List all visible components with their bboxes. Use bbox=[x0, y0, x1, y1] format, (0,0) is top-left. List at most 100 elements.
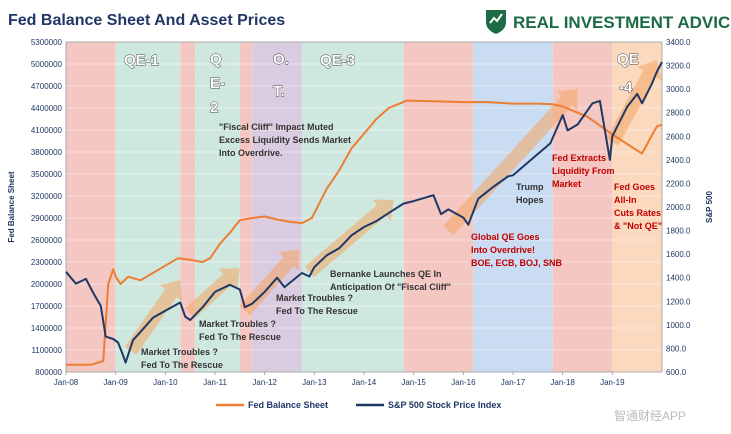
left-tick-label: 4400000 bbox=[31, 104, 63, 113]
annotation-trump-1: Trump bbox=[516, 182, 544, 192]
x-tick-label: Jan-18 bbox=[550, 378, 575, 387]
period-label-qe4-line2: -4 bbox=[619, 79, 633, 96]
annotation-global-qe-1: Global QE Goes bbox=[471, 232, 540, 242]
right-tick-label: 1000.0 bbox=[666, 321, 691, 330]
shaded-period-5 bbox=[252, 42, 302, 372]
right-tick-label: 2600.0 bbox=[666, 132, 691, 141]
shaded-period-2 bbox=[180, 42, 196, 372]
right-tick-label: 2200.0 bbox=[666, 179, 691, 188]
annotation-fiscal-cliff-1: "Fiscal Cliff" Impact Muted bbox=[219, 122, 334, 132]
right-tick-label: 3000.0 bbox=[666, 85, 691, 94]
shaded-period-0 bbox=[66, 42, 116, 372]
right-tick-label: 600.0 bbox=[666, 368, 687, 377]
annotation-bernanke-1: Bernanke Launches QE In bbox=[330, 269, 442, 279]
shaded-period-4 bbox=[239, 42, 253, 372]
real-investment-advice-logo: REAL INVESTMENT ADVICE bbox=[486, 10, 731, 34]
period-label-qe3: QE-3 bbox=[320, 52, 355, 69]
right-tick-label: 800.0 bbox=[666, 344, 687, 353]
annotation-fed-extracts-3: Market bbox=[552, 179, 581, 189]
right-tick-label: 3200.0 bbox=[666, 62, 691, 71]
annotation-market-troubles-2b: Fed To The Rescue bbox=[199, 332, 281, 342]
x-tick-label: Jan-15 bbox=[401, 378, 426, 387]
legend-fed-label: Fed Balance Sheet bbox=[248, 400, 328, 410]
period-label-qe1: QE-1 bbox=[124, 52, 159, 69]
right-axis-ticks: 600.0 800.0 1000.0 1200.0 1400.0 1600.0 1800.0… bbox=[666, 38, 691, 377]
left-tick-label: 800000 bbox=[35, 368, 62, 377]
right-tick-label: 3400.0 bbox=[666, 38, 691, 47]
right-tick-label: 2400.0 bbox=[666, 156, 691, 165]
annotations-dark: "Fiscal Cliff" Impact Muted Excess Liqui… bbox=[141, 122, 544, 370]
shaded-period-3 bbox=[195, 42, 240, 372]
annotation-fiscal-cliff-3: Into Overdrive. bbox=[219, 148, 283, 158]
left-tick-label: 4700000 bbox=[31, 82, 63, 91]
annotation-fed-goes-4: & "Not QE" bbox=[614, 221, 662, 231]
x-tick-label: Jan-17 bbox=[501, 378, 526, 387]
shaded-period-8 bbox=[473, 42, 553, 372]
legend-spx-label: S&P 500 Stock Price Index bbox=[388, 400, 501, 410]
annotation-fiscal-cliff-2: Excess Liquidity Sends Market bbox=[219, 135, 351, 145]
trend-arrow-4 bbox=[443, 89, 578, 236]
left-tick-label: 3200000 bbox=[31, 192, 63, 201]
period-label-qe4-line1: QE bbox=[617, 51, 639, 68]
period-label-ot-line2: T. bbox=[273, 83, 285, 100]
right-tick-label: 1600.0 bbox=[666, 250, 691, 259]
left-tick-label: 5300000 bbox=[31, 38, 63, 47]
right-tick-label: 1400.0 bbox=[666, 274, 691, 283]
period-label-ot-line1: O. bbox=[273, 51, 289, 68]
period-labels: QE-1 Q E- 2 O. T. QE-3 QE -4 bbox=[124, 51, 640, 117]
annotation-fed-goes-1: Fed Goes bbox=[614, 182, 655, 192]
left-tick-label: 4100000 bbox=[31, 126, 63, 135]
annotation-fed-extracts-2: Liquidity From bbox=[552, 166, 615, 176]
right-tick-label: 2800.0 bbox=[666, 109, 691, 118]
x-tick-label: Jan-14 bbox=[352, 378, 377, 387]
trend-arrow-5 bbox=[606, 59, 662, 146]
chart-title: Fed Balance Sheet And Asset Prices bbox=[8, 12, 285, 29]
annotation-global-qe-2: Into Overdrive! bbox=[471, 245, 535, 255]
left-axis-label: Fed Balance Sheet bbox=[7, 171, 16, 242]
right-tick-label: 2000.0 bbox=[666, 203, 691, 212]
left-tick-label: 2300000 bbox=[31, 258, 63, 267]
left-tick-label: 3500000 bbox=[31, 170, 63, 179]
left-tick-label: 3800000 bbox=[31, 148, 63, 157]
left-tick-label: 2900000 bbox=[31, 214, 63, 223]
x-tick-label: Jan-11 bbox=[203, 378, 227, 387]
x-tick-label: Jan-09 bbox=[103, 378, 128, 387]
left-tick-label: 2000000 bbox=[31, 280, 63, 289]
left-axis-ticks: 800000 1100000 1400000 1700000 2000000 230000… bbox=[31, 38, 63, 377]
left-tick-label: 2600000 bbox=[31, 236, 63, 245]
annotation-market-troubles-1a: Market Troubles ? bbox=[141, 347, 218, 357]
x-tick-label: Jan-16 bbox=[451, 378, 476, 387]
period-label-qe2-line1: Q bbox=[210, 51, 222, 68]
period-label-qe2-line2: E- bbox=[210, 75, 225, 92]
x-axis-ticks: Jan-08 Jan-09 Jan-10 Jan-11 Jan-12 Jan-13 Jan-… bbox=[54, 372, 625, 387]
annotation-market-troubles-3a: Market Troubles ? bbox=[276, 293, 353, 303]
legend: Fed Balance Sheet S&P 500 Stock Price In… bbox=[216, 400, 501, 410]
period-label-qe2-line3: 2 bbox=[210, 99, 218, 116]
left-tick-label: 1100000 bbox=[31, 346, 62, 355]
x-tick-label: Jan-10 bbox=[153, 378, 178, 387]
trend-arrow-2 bbox=[239, 249, 300, 316]
series-lines bbox=[65, 61, 663, 366]
annotation-fed-extracts-1: Fed Extracts bbox=[552, 153, 606, 163]
annotation-bernanke-2: Anticipation Of "Fiscal Cliff" bbox=[330, 282, 451, 292]
annotations-red: Global QE Goes Into Overdrive! BOE, ECB,… bbox=[471, 153, 662, 268]
annotation-market-troubles-1b: Fed To The Rescue bbox=[141, 360, 223, 370]
series-line-sp500 bbox=[65, 61, 663, 364]
annotation-market-troubles-2a: Market Troubles ? bbox=[199, 319, 276, 329]
annotation-market-troubles-3b: Fed To The Rescue bbox=[276, 306, 358, 316]
annotation-fed-goes-2: All-In bbox=[614, 195, 637, 205]
left-tick-label: 1700000 bbox=[31, 302, 63, 311]
annotation-global-qe-3: BOE, ECB, BOJ, SNB bbox=[471, 258, 563, 268]
right-axis-label: S&P 500 bbox=[705, 191, 714, 223]
right-tick-label: 1800.0 bbox=[666, 227, 691, 236]
annotation-fed-goes-3: Cuts Rates bbox=[614, 208, 661, 218]
logo-text: REAL INVESTMENT ADVICE bbox=[513, 13, 731, 32]
x-tick-label: Jan-19 bbox=[600, 378, 625, 387]
shield-icon bbox=[486, 10, 506, 34]
x-tick-label: Jan-13 bbox=[302, 378, 327, 387]
x-tick-label: Jan-12 bbox=[252, 378, 277, 387]
annotation-trump-2: Hopes bbox=[516, 195, 544, 205]
left-tick-label: 5000000 bbox=[31, 60, 63, 69]
watermark: 智通财经APP bbox=[614, 408, 686, 423]
